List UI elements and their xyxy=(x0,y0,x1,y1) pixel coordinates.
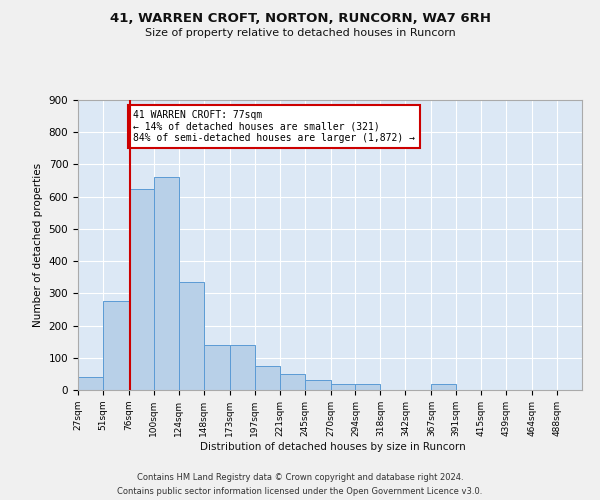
Text: Distribution of detached houses by size in Runcorn: Distribution of detached houses by size … xyxy=(200,442,466,452)
Text: Contains HM Land Registry data © Crown copyright and database right 2024.: Contains HM Land Registry data © Crown c… xyxy=(137,472,463,482)
Bar xyxy=(280,374,305,390)
Text: 41, WARREN CROFT, NORTON, RUNCORN, WA7 6RH: 41, WARREN CROFT, NORTON, RUNCORN, WA7 6… xyxy=(110,12,491,26)
Bar xyxy=(331,384,355,390)
Bar xyxy=(78,377,103,390)
Bar xyxy=(129,188,154,390)
Bar xyxy=(103,302,129,390)
Bar xyxy=(355,384,380,390)
Bar xyxy=(230,345,254,390)
Bar xyxy=(305,380,331,390)
Text: 41 WARREN CROFT: 77sqm
← 14% of detached houses are smaller (321)
84% of semi-de: 41 WARREN CROFT: 77sqm ← 14% of detached… xyxy=(133,110,415,143)
Bar xyxy=(431,384,456,390)
Y-axis label: Number of detached properties: Number of detached properties xyxy=(33,163,43,327)
Bar xyxy=(204,345,230,390)
Bar xyxy=(154,178,179,390)
Bar xyxy=(254,366,280,390)
Text: Size of property relative to detached houses in Runcorn: Size of property relative to detached ho… xyxy=(145,28,455,38)
Bar xyxy=(179,282,204,390)
Text: Contains public sector information licensed under the Open Government Licence v3: Contains public sector information licen… xyxy=(118,488,482,496)
